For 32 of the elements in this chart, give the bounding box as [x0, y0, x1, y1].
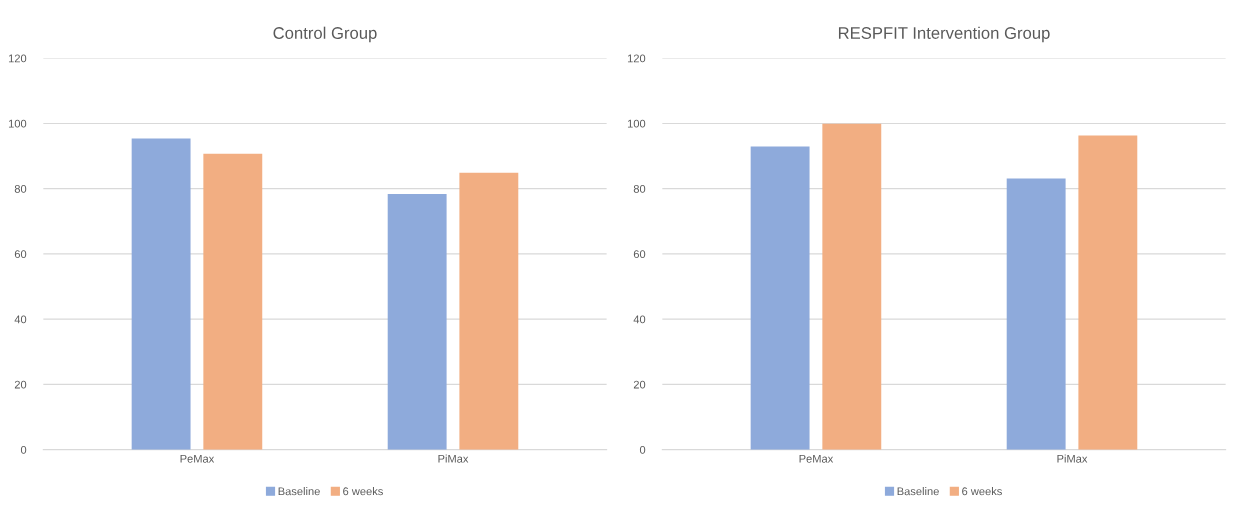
y-tick-label: 80	[633, 184, 646, 193]
y-tick-label: 120	[8, 54, 27, 63]
bar	[203, 153, 263, 450]
y-tick-label: 20	[633, 380, 646, 389]
chart-title: RESPFIT Intervention Group	[838, 26, 1050, 43]
x-tick-label: PiMax	[1057, 454, 1088, 463]
legend-label: 6 weeks	[962, 487, 1002, 496]
y-tick-label: 40	[14, 315, 27, 324]
y-tick-label: 60	[633, 250, 646, 259]
y-tick-label: 0	[20, 445, 27, 454]
bar	[1006, 178, 1066, 450]
y-tick-label: 40	[633, 315, 646, 324]
bar	[1078, 135, 1138, 450]
y-tick-label: 20	[14, 380, 27, 389]
y-tick-label: 100	[627, 119, 646, 128]
y-tick-label: 0	[639, 445, 646, 454]
y-tick-label: 80	[14, 184, 27, 193]
bar	[459, 172, 519, 450]
y-tick-label: 120	[627, 54, 646, 63]
bar	[387, 193, 447, 450]
x-tick-label: PeMax	[180, 454, 215, 463]
bar	[750, 146, 810, 450]
chart-title: Control Group	[273, 26, 377, 43]
legend-label: Baseline	[278, 487, 320, 496]
bar	[822, 123, 882, 450]
y-tick-label: 100	[8, 119, 27, 128]
x-tick-label: PiMax	[438, 454, 469, 463]
legend-label: Baseline	[897, 487, 939, 496]
y-tick-label: 60	[14, 250, 27, 259]
x-tick-label: PeMax	[799, 454, 834, 463]
legend-label: 6 weeks	[343, 487, 383, 496]
bar	[131, 138, 191, 450]
